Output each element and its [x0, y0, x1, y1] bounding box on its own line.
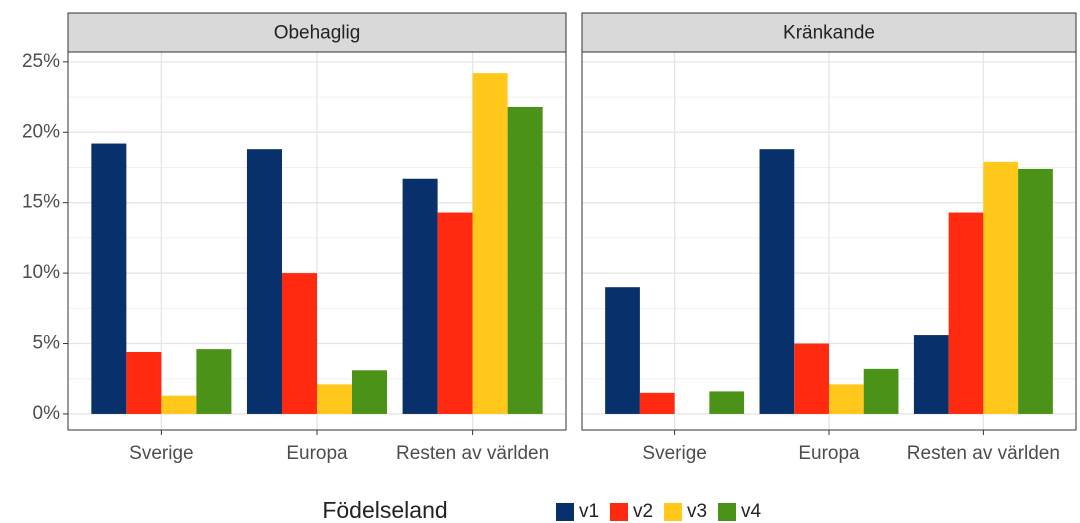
bar	[794, 343, 829, 414]
bar	[472, 73, 508, 414]
bar	[948, 212, 984, 414]
x-tick-label: Europa	[798, 443, 860, 464]
bar	[161, 395, 197, 414]
bar	[196, 349, 232, 414]
legend-label: v3	[687, 501, 707, 522]
facet-strip	[581, 12, 1077, 53]
x-tick-label: Resten av världen	[396, 443, 549, 464]
legend-label: v4	[741, 501, 762, 522]
facet-title: Obehaglig	[274, 23, 361, 44]
bar	[402, 178, 438, 414]
y-tick-label: 20%	[22, 121, 60, 142]
legend-swatch	[718, 503, 736, 521]
legend-swatch	[610, 503, 628, 521]
y-tick-label: 10%	[22, 262, 60, 283]
x-tick-label: Sverige	[129, 443, 193, 464]
y-tick-label: 25%	[22, 51, 60, 72]
bar	[983, 161, 1019, 414]
bar	[507, 106, 543, 414]
x-tick-label: Resten av världen	[907, 443, 1060, 464]
bar	[91, 143, 127, 414]
y-tick-label: 5%	[33, 333, 61, 354]
y-tick-label: 0%	[33, 403, 61, 424]
facet-title: Kränkande	[783, 23, 875, 44]
bar	[913, 335, 949, 414]
bar	[1018, 168, 1053, 414]
bar	[246, 149, 282, 414]
bar	[126, 351, 162, 414]
bar	[352, 370, 388, 414]
bar	[281, 273, 317, 414]
bar	[709, 391, 745, 414]
legend-swatch	[556, 503, 574, 521]
facet-strip	[67, 12, 567, 53]
panel-border	[581, 51, 1077, 431]
bar	[317, 384, 353, 414]
legend-label: v2	[633, 501, 653, 522]
bar	[829, 384, 864, 414]
legend-title: Födelseland	[322, 497, 447, 523]
y-tick-label: 15%	[22, 192, 60, 213]
x-tick-label: Sverige	[642, 443, 706, 464]
panel-border	[67, 51, 567, 431]
bar	[759, 149, 795, 414]
bar	[605, 287, 640, 414]
bar	[437, 212, 473, 414]
legend-label: v1	[579, 501, 599, 522]
legend-swatch	[664, 503, 682, 521]
x-tick-label: Europa	[286, 443, 348, 464]
bar	[863, 368, 899, 414]
bar	[639, 392, 675, 414]
